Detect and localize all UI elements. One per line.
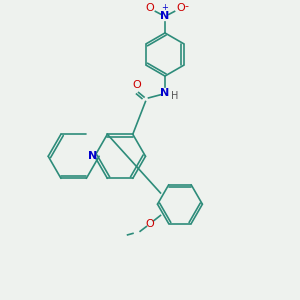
Text: O: O — [176, 3, 185, 14]
Text: O: O — [146, 3, 154, 14]
Text: O: O — [133, 80, 142, 90]
Text: +: + — [161, 3, 168, 12]
Text: -: - — [185, 1, 189, 11]
Text: N: N — [160, 88, 170, 98]
Text: O: O — [146, 219, 154, 230]
Text: H: H — [171, 91, 178, 101]
Text: N: N — [160, 11, 170, 22]
Text: N: N — [88, 151, 97, 161]
